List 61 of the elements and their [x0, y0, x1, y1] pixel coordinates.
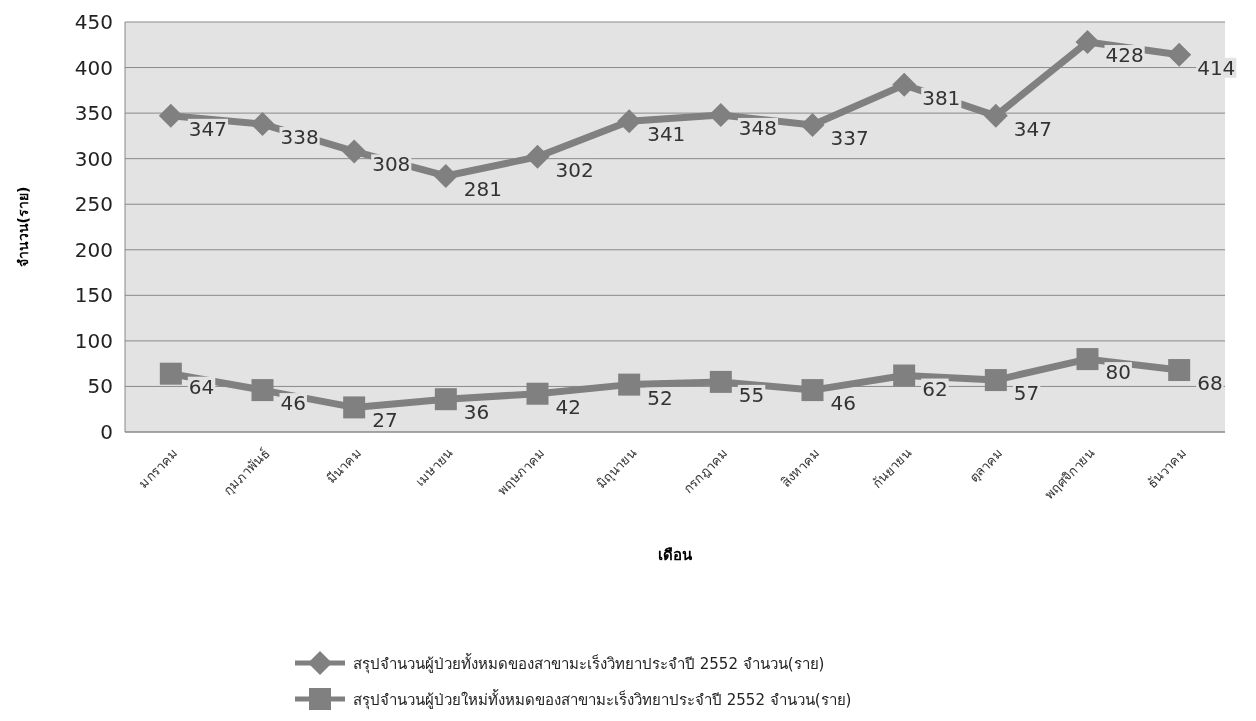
y-tick-label: 250	[74, 192, 113, 217]
y-tick-label: 450	[74, 10, 113, 34]
data-label: 27	[372, 408, 398, 433]
y-tick-label: 300	[74, 146, 113, 171]
data-label: 42	[555, 394, 581, 419]
y-tick-label: 400	[74, 55, 113, 80]
point	[893, 364, 916, 387]
point	[709, 370, 732, 393]
point	[434, 388, 457, 411]
data-label: 62	[922, 376, 948, 401]
data-label: 348	[738, 115, 778, 140]
point	[618, 373, 641, 396]
data-label: 80	[1105, 360, 1131, 385]
point	[892, 72, 917, 97]
data-label: 64	[188, 374, 215, 399]
data-label: 46	[830, 391, 856, 416]
point	[159, 362, 182, 385]
data-label: 347	[188, 116, 228, 141]
y-tick-label: 150	[74, 283, 113, 308]
y-axis-title: จำนวน(ราย)	[15, 186, 31, 268]
point	[801, 379, 824, 402]
data-label: 428	[1105, 43, 1144, 68]
legend-label: สรุปจำนวนผู้ป่วยทั้งหมดของสาขามะเร็งวิทยาประจำปี 2552 จำนวน(ราย)	[353, 653, 825, 674]
point	[342, 139, 367, 164]
y-tick-label: 350	[74, 101, 113, 126]
data-label: 338	[280, 125, 319, 150]
point	[1075, 30, 1100, 55]
point	[250, 112, 275, 137]
data-label: 57	[1013, 381, 1040, 406]
y-tick-label: 100	[74, 328, 113, 353]
point	[525, 144, 550, 169]
data-label: 381	[922, 85, 961, 110]
point	[1167, 42, 1192, 67]
data-label: 347	[1013, 116, 1053, 141]
y-tick-label: 0	[100, 420, 113, 444]
point	[1076, 348, 1099, 371]
point	[433, 163, 458, 188]
data-label: 68	[1197, 371, 1223, 396]
point	[800, 112, 825, 137]
point	[251, 379, 274, 402]
point	[983, 103, 1008, 128]
point	[343, 396, 366, 419]
y-tick-label: 200	[74, 237, 113, 262]
data-label: 52	[647, 385, 673, 410]
data-label: 308	[372, 152, 411, 177]
data-label: 414	[1197, 55, 1236, 80]
data-label: 302	[555, 157, 594, 182]
data-label: 36	[463, 400, 490, 425]
x-axis-title: เดือน	[658, 546, 693, 564]
point	[526, 382, 549, 405]
point	[158, 103, 183, 128]
data-label: 337	[830, 125, 869, 150]
legend-label: สรุปจำนวนผู้ป่วยใหม่ทั้งหมดของสาขามะเร็งวิทยาประจำปี 2552 จำนวน(ราย)	[353, 689, 852, 710]
point	[984, 369, 1007, 392]
data-label: 46	[280, 391, 306, 416]
point	[1168, 359, 1191, 382]
point	[617, 109, 642, 134]
y-tick-label: 50	[87, 374, 113, 399]
data-label: 55	[738, 382, 765, 407]
data-label: 341	[647, 122, 686, 147]
data-label: 281	[463, 176, 503, 201]
